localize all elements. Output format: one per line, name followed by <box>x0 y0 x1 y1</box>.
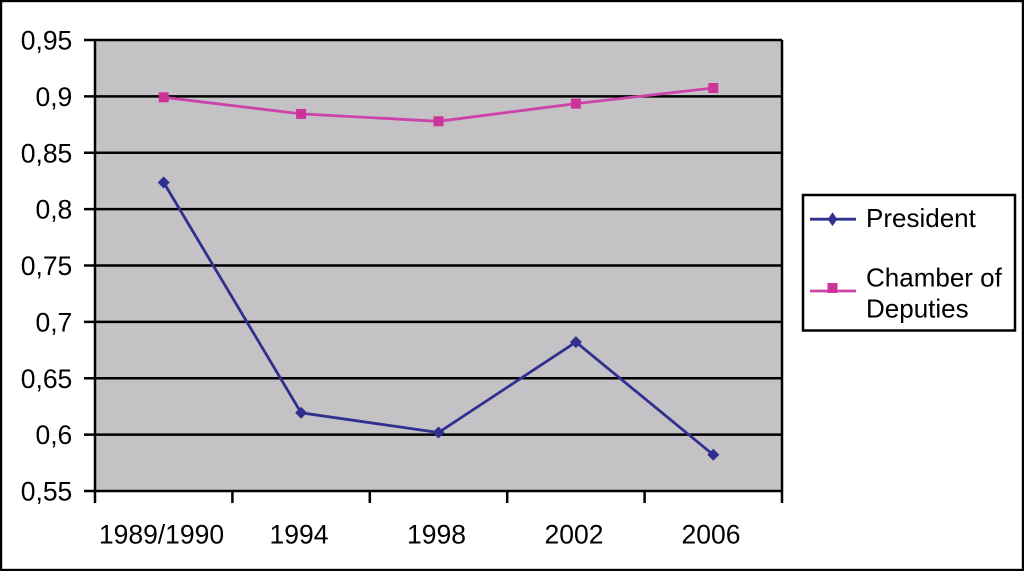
svg-text:0,65: 0,65 <box>21 364 73 394</box>
svg-text:0,9: 0,9 <box>35 82 72 112</box>
svg-text:1994: 1994 <box>270 520 329 550</box>
svg-text:0,8: 0,8 <box>35 195 72 225</box>
svg-text:Chamber of: Chamber of <box>866 263 1003 293</box>
svg-text:1998: 1998 <box>407 520 466 550</box>
svg-text:2006: 2006 <box>682 520 741 550</box>
svg-text:Deputies: Deputies <box>866 293 969 323</box>
svg-text:President: President <box>866 203 977 233</box>
svg-text:0,75: 0,75 <box>21 251 73 281</box>
svg-text:0,6: 0,6 <box>35 420 72 450</box>
svg-text:2002: 2002 <box>545 520 604 550</box>
svg-text:0,85: 0,85 <box>21 138 73 168</box>
svg-text:0,7: 0,7 <box>35 307 72 337</box>
svg-text:0,55: 0,55 <box>21 477 73 507</box>
svg-text:1989/1990: 1989/1990 <box>99 520 224 550</box>
svg-text:0,95: 0,95 <box>21 26 73 56</box>
